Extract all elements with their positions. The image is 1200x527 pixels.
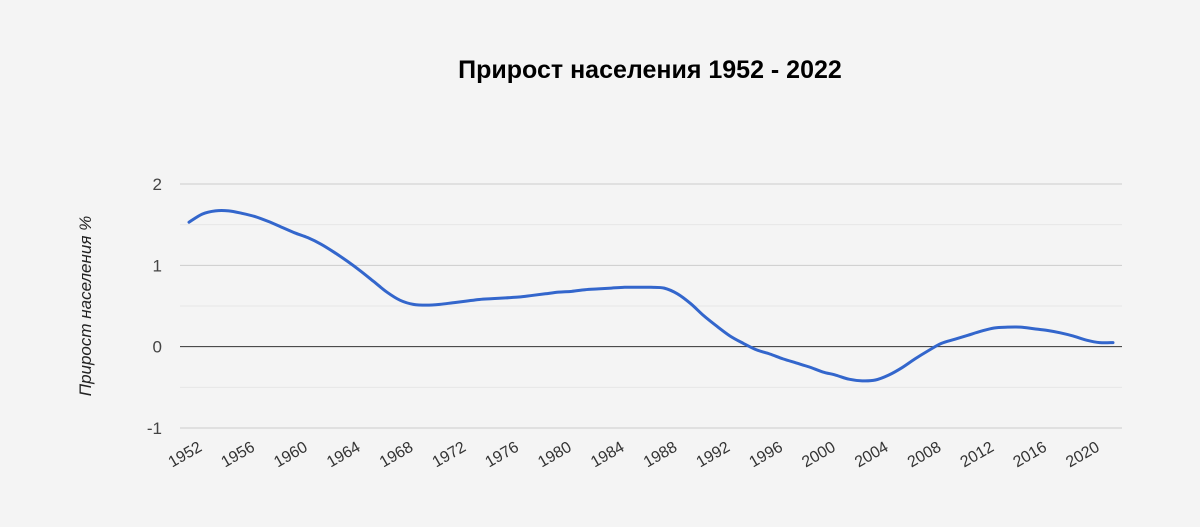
x-tick-label: 1988 [641,439,680,472]
y-tick-label: 1 [153,256,162,275]
y-tick-label: -1 [147,419,162,438]
y-tick-label: 2 [153,175,162,194]
x-tick-label: 1992 [694,439,733,472]
y-tick-label: 0 [153,338,162,357]
x-tick-label: 1968 [377,439,416,472]
x-tick-label: 2000 [799,439,838,472]
x-tick-label: 2016 [1010,439,1049,472]
x-tick-label: 1960 [271,439,310,472]
x-tick-label: 2020 [1063,439,1102,472]
x-tick-label: 1956 [218,439,257,472]
x-tick-label: 2008 [905,439,944,472]
x-tick-label: 1952 [166,439,205,472]
x-tick-label: 1964 [324,439,363,472]
chart-title: Прирост населения 1952 - 2022 [458,56,842,84]
x-tick-label: 1996 [746,439,785,472]
x-tick-label: 2012 [958,439,997,472]
x-tick-label: 1984 [588,439,627,472]
x-tick-label: 1980 [535,439,574,472]
x-tick-label: 1972 [430,439,469,472]
series-line [187,208,1115,383]
x-tick-label: 1976 [482,439,521,472]
y-axis-label: Прирост населения % [76,216,95,397]
x-tick-label: 2004 [852,439,891,472]
